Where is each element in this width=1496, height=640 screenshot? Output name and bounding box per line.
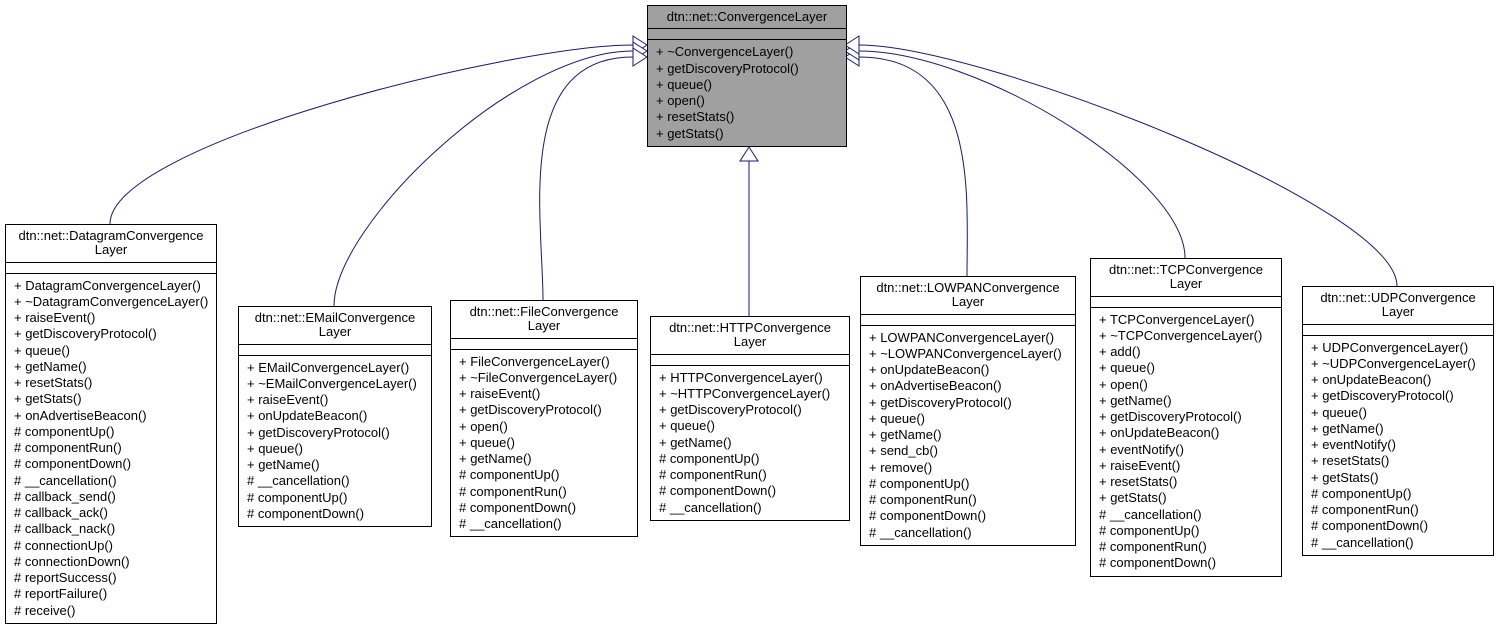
class-udp-title: dtn::net::UDPConvergenceLayer [1303, 287, 1493, 325]
class-email-members: + EMailConvergenceLayer()+ ~EMailConverg… [239, 356, 431, 527]
class-lowpan: dtn::net::LOWPANConvergenceLayer+ LOWPAN… [860, 276, 1076, 546]
uml-attributes-empty [1091, 297, 1281, 308]
class-convergencelayer-title: dtn::net::ConvergenceLayer [648, 6, 846, 29]
class-datagram-members: + DatagramConvergenceLayer()+ ~DatagramC… [6, 274, 216, 623]
class-tcp: dtn::net::TCPConvergenceLayer+ TCPConver… [1090, 258, 1282, 577]
class-datagram: dtn::net::DatagramConvergenceLayer+ Data… [5, 224, 217, 624]
class-datagram-title: dtn::net::DatagramConvergenceLayer [6, 225, 216, 263]
class-convergencelayer: dtn::net::ConvergenceLayer+ ~Convergence… [647, 5, 847, 147]
class-email-title: dtn::net::EMailConvergenceLayer [239, 307, 431, 345]
class-http-members: + HTTPConvergenceLayer()+ ~HTTPConvergen… [651, 366, 849, 520]
class-lowpan-title: dtn::net::LOWPANConvergenceLayer [861, 277, 1075, 315]
class-tcp-members: + TCPConvergenceLayer()+ ~TCPConvergence… [1091, 308, 1281, 576]
class-udp-members: + UDPConvergenceLayer()+ ~UDPConvergence… [1303, 336, 1493, 555]
class-lowpan-members: + LOWPANConvergenceLayer()+ ~LOWPANConve… [861, 326, 1075, 545]
uml-attributes-empty [6, 263, 216, 274]
uml-attributes-empty [451, 339, 637, 350]
class-email: dtn::net::EMailConvergenceLayer+ EMailCo… [238, 306, 432, 527]
uml-attributes-empty [861, 315, 1075, 326]
class-http-title: dtn::net::HTTPConvergenceLayer [651, 317, 849, 355]
uml-attributes-empty [1303, 325, 1493, 336]
class-file-members: + FileConvergenceLayer()+ ~FileConvergen… [451, 350, 637, 537]
uml-attributes-empty [239, 345, 431, 356]
class-file: dtn::net::FileConvergenceLayer+ FileConv… [450, 300, 638, 537]
class-http: dtn::net::HTTPConvergenceLayer+ HTTPConv… [650, 316, 850, 521]
uml-attributes-empty [648, 29, 846, 40]
class-convergencelayer-members: + ~ConvergenceLayer()+ getDiscoveryProto… [648, 40, 846, 146]
class-udp: dtn::net::UDPConvergenceLayer+ UDPConver… [1302, 286, 1494, 556]
uml-attributes-empty [651, 355, 849, 366]
class-tcp-title: dtn::net::TCPConvergenceLayer [1091, 259, 1281, 297]
class-file-title: dtn::net::FileConvergenceLayer [451, 301, 637, 339]
